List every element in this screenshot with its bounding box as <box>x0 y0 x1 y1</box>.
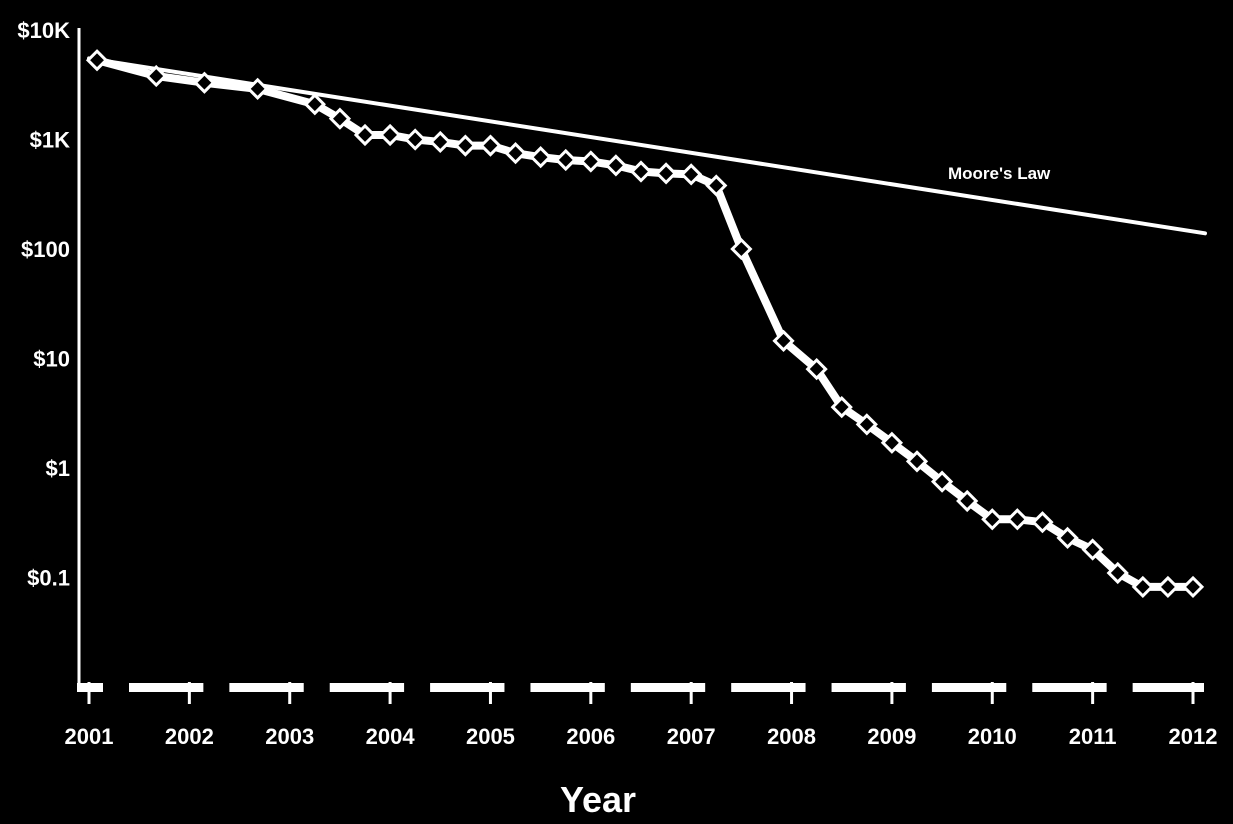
x-axis-band-gap <box>905 682 932 693</box>
x-tick-label: 2006 <box>566 724 615 749</box>
x-tick-labels: 2001 2002 2003 2004 2005 2006 2007 2008 2009 2010… <box>65 724 1218 749</box>
x-tick-label: 2008 <box>767 724 816 749</box>
x-axis-band <box>77 683 1204 692</box>
data-point-marker <box>1006 508 1029 531</box>
data-point-marker <box>930 470 954 493</box>
x-axis-band-gap <box>705 682 732 693</box>
data-point-marker <box>1156 575 1180 599</box>
data-point-marker <box>956 489 979 513</box>
x-axis-label: Year <box>560 779 636 820</box>
data-point-marker <box>353 123 377 147</box>
price-series-line <box>93 56 1197 591</box>
x-tick-label: 2009 <box>867 724 916 749</box>
x-tick-label: 2011 <box>1069 724 1117 749</box>
x-tick-label: 2010 <box>968 724 1017 749</box>
moores-law-label: Moore's Law <box>948 164 1051 183</box>
y-tick-label: $1 <box>46 456 70 481</box>
x-axis-band-gap <box>805 682 832 693</box>
data-point-marker <box>303 93 326 116</box>
y-tick-label: $10K <box>17 18 70 43</box>
moores-law-line <box>87 56 1207 236</box>
x-tick-label: 2012 <box>1169 724 1218 749</box>
data-point-marker <box>554 148 577 172</box>
data-point-marker <box>604 154 628 177</box>
data-point-marker <box>579 150 602 173</box>
x-axis-band-gap <box>604 682 631 693</box>
data-point-marker <box>479 134 502 157</box>
data-point-marker <box>85 49 109 72</box>
data-point-marker <box>705 174 728 197</box>
data-point-marker <box>772 329 795 352</box>
y-tick-label: $10 <box>33 347 70 372</box>
data-point-marker <box>1106 561 1129 585</box>
x-axis-band-gap <box>504 682 531 693</box>
data-point-marker <box>145 64 168 88</box>
data-point-marker <box>981 508 1004 531</box>
x-tick-label: 2001 <box>65 724 114 749</box>
series <box>85 49 1207 599</box>
data-point-marker <box>1031 511 1054 534</box>
data-point-marker <box>193 71 216 94</box>
data-point-marker <box>805 357 828 381</box>
axes <box>77 28 1204 704</box>
x-tick-label: 2002 <box>165 724 214 749</box>
data-point-marker <box>654 162 678 185</box>
data-point-marker <box>1181 575 1205 599</box>
y-tick-label: $0.1 <box>27 566 70 591</box>
data-point-marker <box>855 413 878 436</box>
data-point-marker <box>429 130 452 154</box>
x-axis-band-gap <box>203 682 230 693</box>
data-point-marker <box>454 134 477 157</box>
data-point-marker <box>830 395 853 419</box>
data-point-marker <box>529 146 552 169</box>
x-axis-band-gap <box>1106 682 1133 693</box>
data-point-marker <box>905 450 929 473</box>
data-point-marker <box>246 77 269 100</box>
x-tick-label: 2003 <box>265 724 314 749</box>
data-point-marker <box>730 237 753 261</box>
data-point-marker <box>1056 526 1079 550</box>
x-tick-label: 2004 <box>366 724 416 749</box>
x-tick-label: 2007 <box>667 724 716 749</box>
x-axis-band-gap <box>1006 682 1033 693</box>
data-point-marker <box>404 128 427 151</box>
x-axis-band-gap <box>404 682 431 693</box>
data-point-marker <box>880 431 904 454</box>
data-point-marker <box>1131 575 1154 599</box>
data-point-marker <box>504 142 527 165</box>
x-axis-band-gap <box>103 682 129 693</box>
x-axis-band-gap <box>303 682 330 693</box>
y-tick-label: $100 <box>21 237 70 262</box>
x-tick-label: 2005 <box>466 724 515 749</box>
data-point-marker <box>328 107 352 130</box>
data-point-marker <box>629 160 653 183</box>
data-point-marker <box>680 163 703 186</box>
y-tick-label: $1K <box>30 128 70 153</box>
data-point-marker <box>378 123 402 147</box>
y-tick-labels: $10K $1K $100 $10 $1 $0.1 <box>17 18 70 591</box>
data-point-marker <box>1081 538 1104 561</box>
